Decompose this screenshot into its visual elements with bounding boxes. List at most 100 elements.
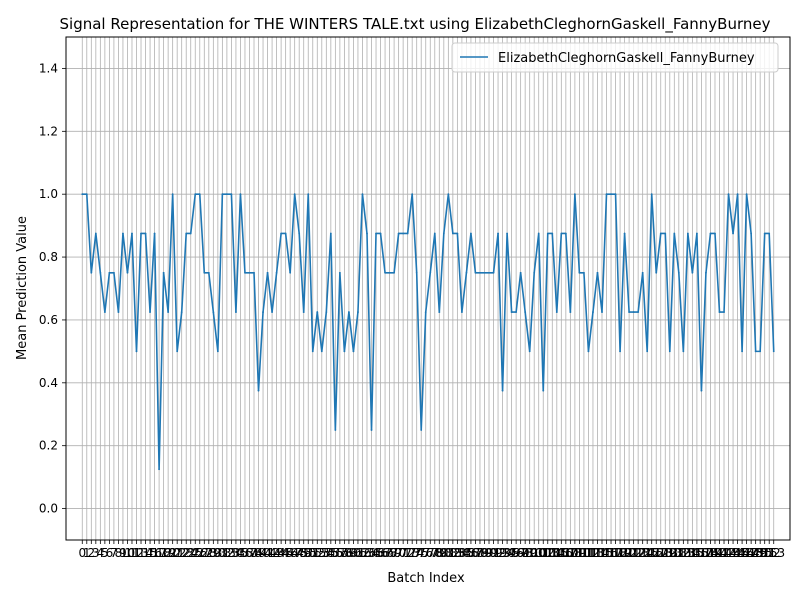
data-point — [637, 311, 640, 313]
data-point — [501, 389, 504, 392]
x-tick-label: 16 — [147, 546, 162, 560]
x-tick-label: 69 — [386, 546, 401, 560]
x-tick-label: 57 — [332, 546, 347, 560]
data-point — [560, 232, 563, 235]
x-tick-label: 4 — [97, 546, 105, 560]
data-point — [257, 389, 260, 392]
y-tick-label: 1.2 — [39, 124, 58, 138]
data-point — [583, 271, 585, 274]
x-tick-label: 68 — [382, 546, 397, 560]
legend: ElizabethCleghornGaskell_FannyBurney — [451, 42, 779, 73]
data-point — [298, 232, 301, 235]
x-tick-label: 15 — [142, 546, 157, 560]
x-tick-label: 58 — [337, 546, 352, 560]
x-tick-label: 91 — [486, 546, 501, 560]
y-tick-label: 0.8 — [39, 250, 58, 264]
data-point — [438, 311, 441, 313]
x-tick-label: 9 — [119, 546, 127, 560]
x-tick-label: 120 — [613, 546, 636, 560]
data-point — [619, 350, 621, 353]
x-tick-label: 18 — [156, 546, 171, 560]
x-tick-label: 42 — [264, 546, 279, 560]
data-point — [474, 271, 477, 274]
x-tick-label: 83 — [450, 546, 465, 560]
x-tick-label: 104 — [541, 546, 564, 560]
data-point — [316, 311, 319, 313]
data-point — [122, 232, 124, 235]
x-tick-label: 126 — [640, 546, 663, 560]
x-tick-label: 118 — [604, 546, 627, 560]
x-tick-label: 109 — [563, 546, 586, 560]
data-point — [171, 193, 174, 196]
x-tick-label: 86 — [463, 546, 478, 560]
data-point — [248, 271, 251, 274]
x-tick-label: 93 — [495, 546, 510, 560]
data-point — [320, 350, 323, 353]
x-tick-label: 90 — [481, 546, 496, 560]
y-axis-ticks: 0.0 0.2 0.4 0.6 0.8 1.0 1.2 1.4 — [39, 61, 66, 516]
data-point — [546, 232, 549, 235]
x-tick-label: 147 — [735, 546, 758, 560]
data-point — [253, 271, 255, 274]
x-tick-label: 99 — [522, 546, 537, 560]
data-point — [180, 311, 183, 313]
x-tick-label: 29 — [206, 546, 221, 560]
x-tick-label: 47 — [287, 546, 302, 560]
data-point — [460, 311, 463, 313]
data-point — [470, 232, 472, 235]
data-point — [113, 271, 115, 274]
data-point — [696, 232, 698, 235]
data-point — [592, 311, 594, 313]
data-point — [424, 311, 427, 313]
x-tick-label: 122 — [622, 546, 645, 560]
x-tick-label: 37 — [242, 546, 257, 560]
data-point — [158, 468, 160, 471]
data-point — [451, 232, 454, 235]
x-tick-label: 52 — [310, 546, 325, 560]
x-tick-label: 143 — [717, 546, 740, 560]
data-point — [176, 350, 179, 353]
x-tick-label: 137 — [690, 546, 713, 560]
data-point — [275, 271, 278, 274]
data-point — [379, 232, 382, 235]
x-tick-label: 129 — [654, 546, 677, 560]
x-tick-label: 23 — [179, 546, 194, 560]
data-point — [85, 193, 88, 196]
x-tick-label: 89 — [477, 546, 492, 560]
x-tick-label: 61 — [350, 546, 365, 560]
x-tick-label: 66 — [373, 546, 388, 560]
data-point — [519, 271, 522, 274]
data-point — [506, 232, 508, 235]
x-tick-label: 144 — [722, 546, 745, 560]
x-tick-label: 100 — [523, 546, 546, 560]
data-point — [628, 311, 631, 313]
x-tick-label: 14 — [138, 546, 153, 560]
x-tick-label: 5 — [101, 546, 109, 560]
x-tick-label: 130 — [658, 546, 681, 560]
data-point — [601, 311, 603, 313]
y-tick-label: 0.4 — [39, 376, 58, 390]
x-tick-label: 84 — [454, 546, 469, 560]
data-point — [397, 232, 400, 235]
x-tick-label: 1 — [83, 546, 91, 560]
data-point — [510, 311, 513, 313]
x-tick-label: 81 — [441, 546, 456, 560]
x-tick-label: 50 — [301, 546, 316, 560]
data-point — [348, 311, 350, 313]
x-tick-label: 44 — [273, 546, 288, 560]
data-point — [135, 350, 138, 353]
x-tick-label: 27 — [197, 546, 212, 560]
data-point — [705, 271, 707, 274]
x-tick-label: 82 — [445, 546, 460, 560]
data-point — [384, 271, 386, 274]
data-point — [108, 271, 111, 274]
data-point — [370, 429, 373, 431]
data-point — [338, 271, 341, 274]
data-point — [189, 232, 192, 235]
x-tick-label: 76 — [418, 546, 433, 560]
data-point — [596, 271, 599, 274]
data-point — [375, 232, 377, 235]
x-tick-label: 55 — [323, 546, 338, 560]
x-tick-label: 112 — [577, 546, 600, 560]
x-tick-label: 63 — [359, 546, 374, 560]
